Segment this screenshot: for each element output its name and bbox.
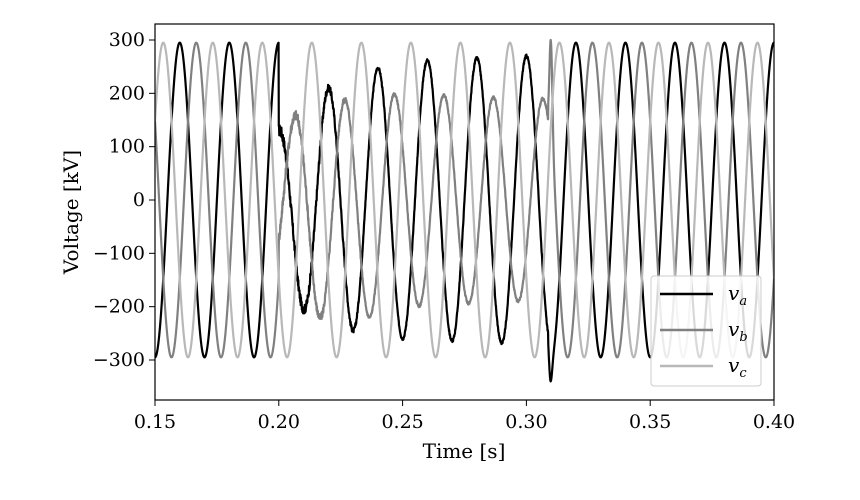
series-line-c [155,41,774,359]
ticks-layer: 0.15 0.20 0.25 0.30 0.35 0.40 300 200 100 0 −100 −2… [93,29,795,433]
legend-label-subscript: a [739,294,747,309]
legend-label-subscript: c [739,366,747,381]
x-tick-label: 0.25 [381,411,423,433]
x-tick-label: 0.35 [629,411,671,433]
y-axis-label: Voltage [kV] [59,150,83,275]
legend-label-c: vc [728,353,747,381]
y-tick-label: 200 [109,82,145,104]
series-line-a [155,41,774,383]
y-tick-label: 100 [109,136,145,158]
legend-label-subscript: b [739,330,747,345]
x-tick-label: 0.20 [258,411,300,433]
y-tick-label: 300 [109,29,145,51]
y-tick-label: 0 [133,189,145,211]
x-axis-label: Time [s] [423,439,506,463]
x-tick-label: 0.40 [753,411,795,433]
legend-label-main: v [728,281,740,305]
x-tick-label: 0.30 [505,411,547,433]
legend-label-main: v [728,317,740,341]
plot-frame [154,23,775,401]
x-tick-label: 0.15 [134,411,176,433]
y-tick-label: −200 [93,296,145,318]
y-tick-label: −100 [93,242,145,264]
legend-label-a: va [728,281,747,309]
legend-label-main: v [728,353,740,377]
legend-label-b: vb [728,317,748,345]
y-tick-label: −300 [93,349,145,371]
